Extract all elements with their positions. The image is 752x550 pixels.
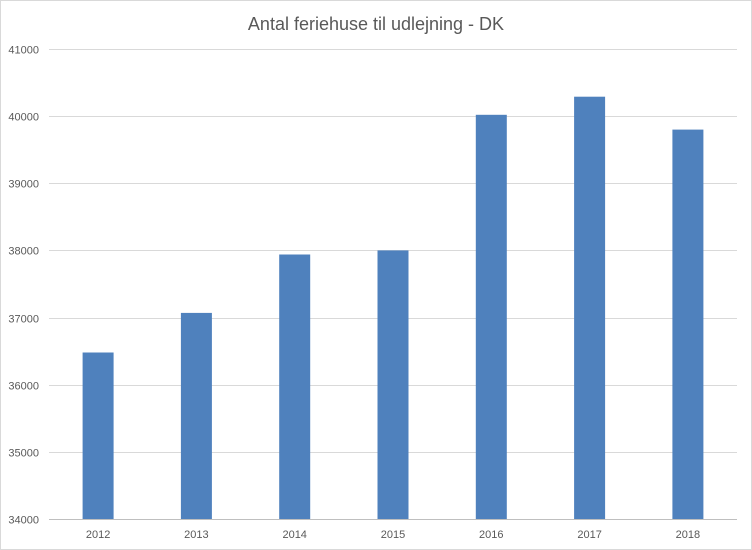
x-tick-label: 2013	[184, 529, 208, 541]
x-tick-label: 2012	[86, 529, 110, 541]
y-tick-label: 34000	[8, 515, 39, 527]
x-tick-label: 2018	[676, 529, 700, 541]
y-tick-label: 37000	[8, 314, 39, 326]
bar-2012	[82, 352, 114, 519]
y-tick-label: 39000	[8, 179, 39, 191]
x-tick-label: 2014	[282, 529, 306, 541]
bar-2018	[672, 129, 704, 519]
chart-title: Antal feriehuse til udlejning - DK	[247, 14, 505, 34]
bar-2014	[279, 254, 311, 519]
x-axis-ticks: 2012 2013 2014 2015 2016 2017 2018	[86, 529, 700, 541]
bars	[82, 96, 704, 520]
bar-2016	[475, 114, 507, 520]
y-tick-label: 36000	[8, 381, 39, 393]
x-tick-label: 2017	[577, 529, 601, 541]
bar-2015	[377, 250, 409, 519]
bar-2017	[574, 96, 606, 519]
x-tick-label: 2016	[479, 529, 503, 541]
x-tick-label: 2015	[381, 529, 405, 541]
y-axis-ticks: 34000 35000 36000 37000 38000 39000 40000 41000	[8, 45, 39, 527]
y-tick-label: 38000	[8, 246, 39, 258]
y-tick-label: 35000	[8, 448, 39, 460]
bar-2013	[180, 312, 212, 519]
y-tick-label: 41000	[8, 45, 39, 57]
y-tick-label: 40000	[8, 112, 39, 124]
